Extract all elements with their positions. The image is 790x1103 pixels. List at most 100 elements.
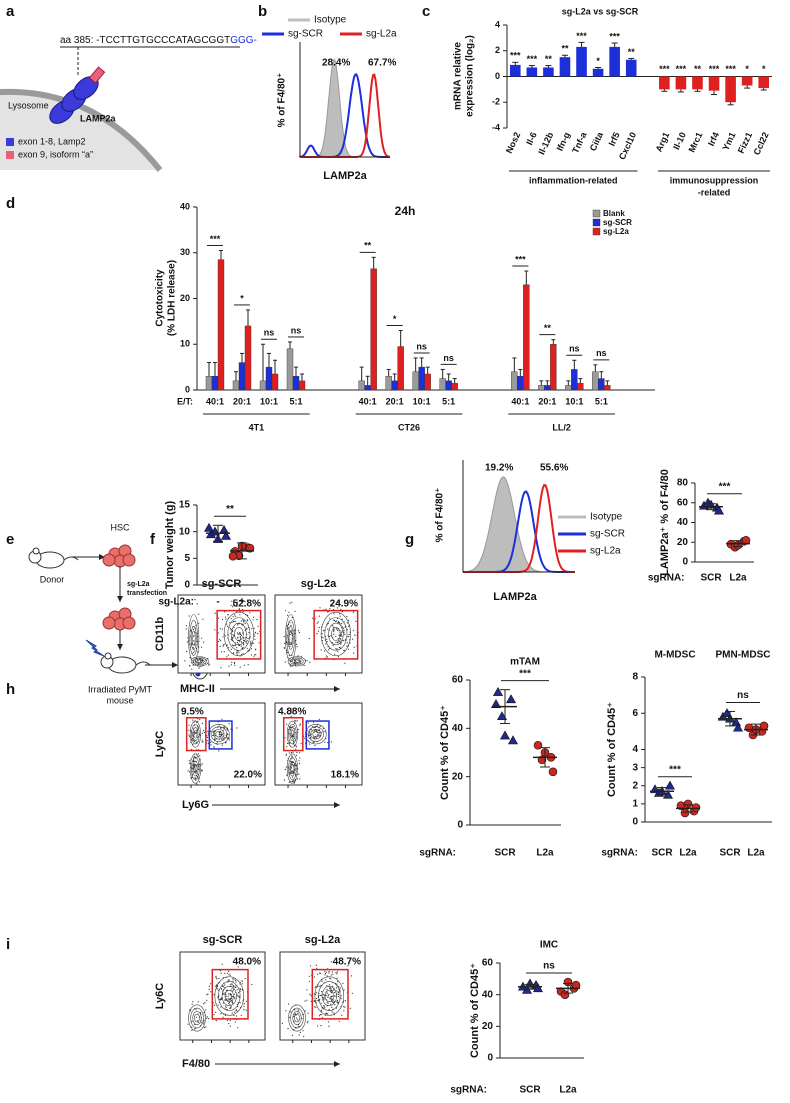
event — [289, 602, 291, 604]
event — [215, 975, 217, 977]
y-tick-label: 0 — [495, 71, 500, 81]
event — [340, 998, 342, 1000]
event — [318, 718, 320, 721]
event — [194, 740, 196, 743]
contour — [292, 658, 302, 664]
event — [350, 975, 352, 977]
event — [333, 629, 335, 631]
significance: ns — [416, 341, 427, 351]
event — [281, 1022, 283, 1024]
y-axis-label: % of F4/80⁺ — [435, 488, 446, 543]
event — [336, 617, 339, 620]
contour — [290, 1007, 304, 1029]
event — [229, 999, 231, 1001]
event — [308, 637, 310, 640]
event — [310, 738, 312, 740]
event — [332, 626, 334, 628]
event — [203, 731, 206, 734]
event — [339, 622, 341, 625]
event — [335, 620, 337, 622]
event — [239, 666, 241, 668]
y-tick-label: 6 — [632, 708, 638, 719]
bar — [265, 366, 273, 391]
point — [496, 711, 508, 721]
event — [192, 647, 194, 649]
event — [318, 1015, 320, 1017]
column-title: sg-SCR — [202, 578, 242, 590]
event — [320, 649, 322, 651]
significance: *** — [725, 64, 736, 74]
event — [187, 770, 189, 772]
y-tick-label: 60 — [677, 497, 689, 508]
arrow-head — [99, 554, 105, 560]
axis — [462, 460, 575, 573]
event — [338, 640, 340, 642]
event — [320, 1002, 322, 1004]
event — [216, 985, 219, 988]
event — [188, 762, 190, 765]
event — [335, 972, 337, 974]
event — [222, 636, 224, 638]
event — [199, 666, 201, 668]
event — [296, 752, 298, 754]
event — [323, 993, 325, 996]
event — [286, 774, 288, 776]
event — [338, 1020, 340, 1022]
event — [195, 1016, 198, 1018]
event — [325, 1012, 327, 1014]
legend-swatch — [6, 138, 14, 146]
event — [230, 1006, 232, 1008]
event — [327, 742, 329, 744]
event — [242, 619, 244, 621]
event — [328, 635, 331, 638]
event — [203, 641, 205, 643]
event — [213, 738, 216, 740]
event — [186, 641, 188, 643]
event — [225, 742, 227, 744]
event — [246, 627, 248, 629]
event — [190, 1010, 192, 1012]
event — [228, 970, 230, 973]
event — [299, 723, 301, 725]
event — [297, 728, 299, 731]
event — [192, 1001, 194, 1003]
event — [288, 752, 290, 754]
event — [300, 655, 302, 657]
event — [332, 999, 334, 1001]
y-tick-label: 10 — [179, 526, 191, 537]
event — [220, 727, 222, 729]
event — [206, 999, 208, 1001]
bar — [526, 67, 538, 77]
percent-label: 67.7% — [368, 58, 396, 69]
event — [332, 644, 334, 646]
event — [237, 995, 239, 997]
group-label: LL/2 — [552, 422, 571, 432]
event — [225, 989, 227, 992]
event — [341, 626, 344, 628]
gate-percent: 52.8% — [233, 599, 261, 610]
y-tick-label: 10 — [180, 339, 190, 349]
contour — [310, 728, 322, 740]
x-tick-label: SCR — [700, 573, 722, 584]
legend-label: exon 1-8, Lamp2 — [18, 136, 86, 146]
event — [193, 635, 195, 637]
point — [721, 708, 733, 718]
event — [239, 640, 241, 642]
event — [250, 641, 252, 644]
bar — [565, 385, 572, 391]
event — [344, 1006, 346, 1008]
event — [333, 1012, 335, 1014]
event — [343, 1010, 345, 1012]
event — [237, 650, 239, 652]
event — [233, 989, 235, 991]
contour — [331, 627, 341, 641]
x-tick-label: SCR — [651, 848, 673, 859]
event — [309, 993, 311, 996]
event — [335, 641, 337, 643]
event — [220, 998, 222, 1000]
event — [234, 993, 236, 995]
event — [308, 981, 310, 983]
event — [309, 732, 311, 734]
x-axis-label: Ly6G — [182, 799, 209, 811]
event — [306, 999, 308, 1001]
